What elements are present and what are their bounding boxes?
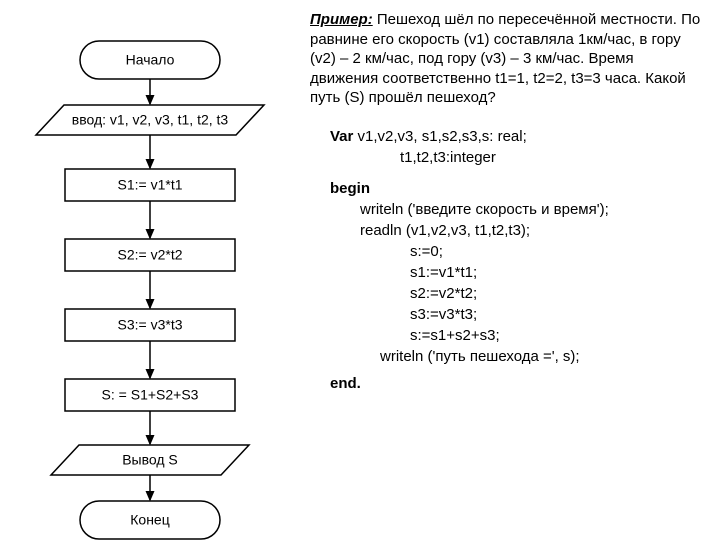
problem-title: Пример: <box>310 11 373 28</box>
svg-text:S: = S1+S2+S3: S: = S1+S2+S3 <box>102 387 199 403</box>
code-begin: begin <box>330 178 705 199</box>
svg-text:Конец: Конец <box>130 512 169 528</box>
svg-text:Начало: Начало <box>126 52 175 68</box>
var-line1-rest: v1,v2,v3, s1,s2,s3,s: real; <box>358 128 527 145</box>
problem-statement: Пример: Пешеход шёл по пересечённой мест… <box>310 10 705 108</box>
var-line2: t1,t2,t3:integer <box>330 147 705 168</box>
right-panel: Пример: Пешеход шёл по пересечённой мест… <box>300 0 720 540</box>
svg-text:Вывод S: Вывод S <box>122 452 178 468</box>
code-l4: s1:=v1*t1; <box>330 262 705 283</box>
svg-text:ввод: v1, v2, v3, t1, t2, t3: ввод: v1, v2, v3, t1, t2, t3 <box>72 112 229 128</box>
svg-text:S2:= v2*t2: S2:= v2*t2 <box>118 247 183 263</box>
code-l7: s:=s1+s2+s3; <box>330 325 705 346</box>
svg-text:S3:= v3*t3: S3:= v3*t3 <box>118 317 183 333</box>
flowchart-svg: Начало ввод: v1, v2, v3, t1, t2, t3 S1:= v… <box>0 25 300 545</box>
flowchart-panel: Начало ввод: v1, v2, v3, t1, t2, t3 S1:= v… <box>0 0 300 540</box>
code-l6: s3:=v3*t3; <box>330 304 705 325</box>
code-l1: writeln ('введите скорость и время'); <box>330 199 705 220</box>
code-l8: writeln ('путь пешехода =', s); <box>330 346 705 367</box>
code-l2: readln (v1,v2,v3, t1,t2,t3); <box>330 220 705 241</box>
svg-text:S1:= v1*t1: S1:= v1*t1 <box>118 177 183 193</box>
code-l5: s2:=v2*t2; <box>330 283 705 304</box>
code-l3: s:=0; <box>330 241 705 262</box>
code-block: Var v1,v2,v3, s1,s2,s3,s: real; t1,t2,t3… <box>330 126 705 394</box>
code-end: end. <box>330 373 705 394</box>
